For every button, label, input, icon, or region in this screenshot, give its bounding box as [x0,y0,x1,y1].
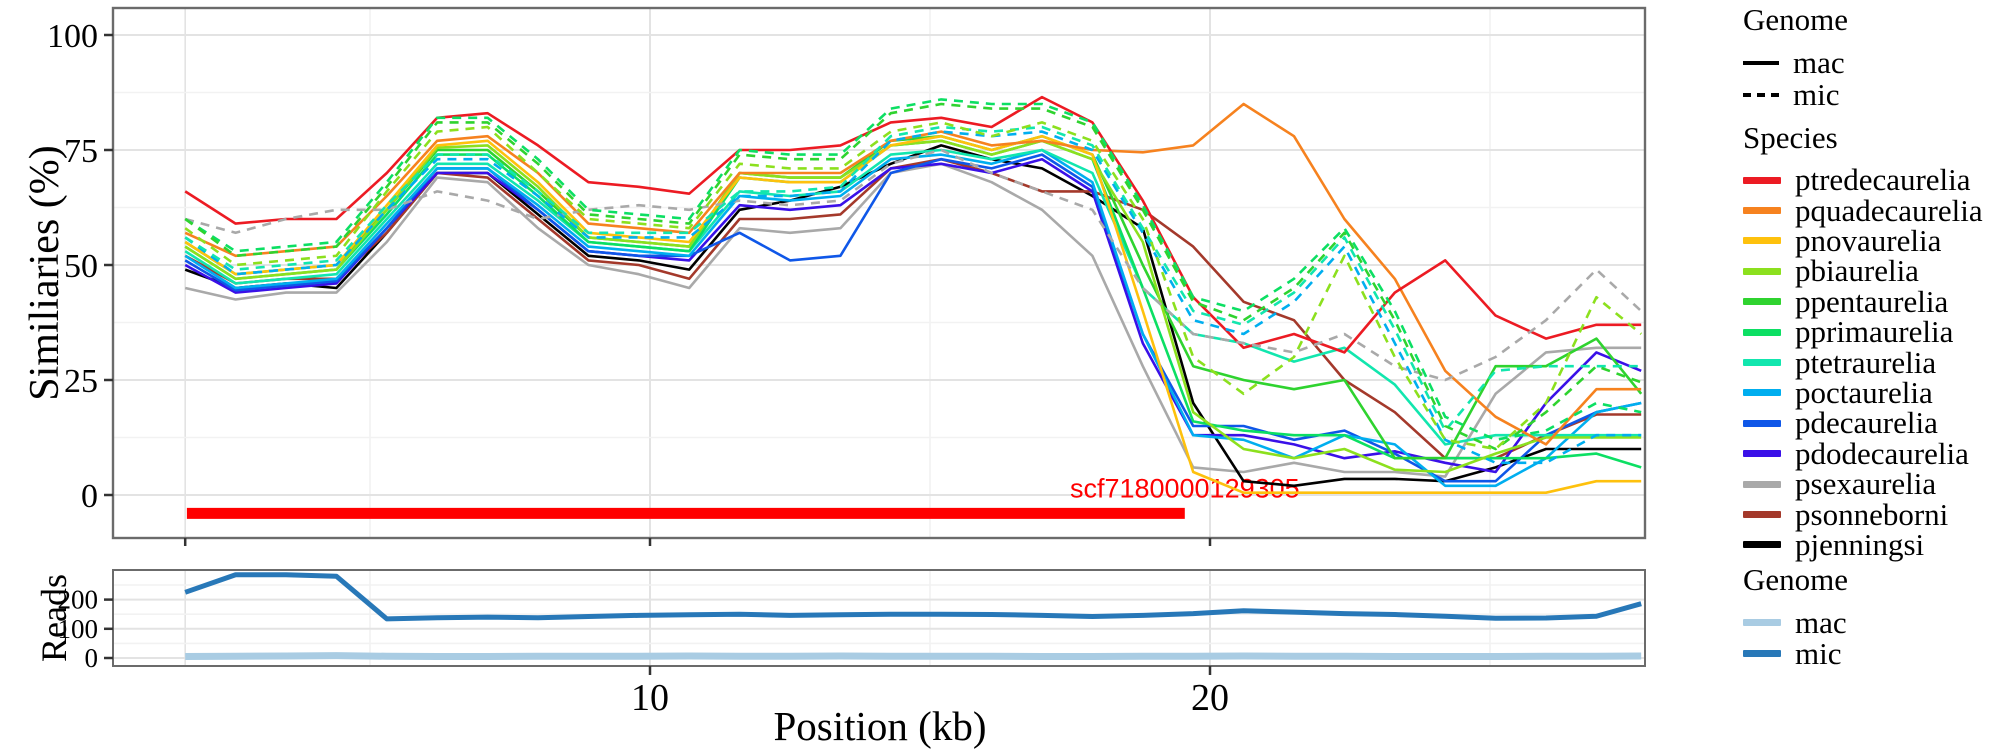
legend-label: ptetraurelia [1795,344,1937,380]
legend-label: pdodecaurelia [1795,435,1969,471]
legend-label: pdecaurelia [1795,405,1938,441]
legend-item-ptredecaurelia: ptredecaurelia [1743,162,1983,198]
y-axis-title-similarity: Similiaries (%) [22,145,68,401]
series-line-poctaurelia-mic [184,130,1642,465]
legend-label: ppentaurelia [1795,283,1949,319]
legend-label: mac [1793,45,1845,80]
legend-key-pdecaurelia [1743,419,1781,427]
x-axis-title: Position (kb) [773,703,987,749]
legend-item-pdodecaurelia: pdodecaurelia [1743,435,1983,471]
x-tick-label: 20 [1191,677,1229,719]
legend-key-pjenningsi [1743,541,1781,549]
legend-key-psexaurelia [1743,480,1781,488]
legend-key-mac [1743,61,1779,65]
legend-label: pprimaurelia [1795,314,1954,350]
legend-label: mic [1793,77,1840,112]
reads-line-mic [184,572,1642,622]
legend-label: poctaurelia [1795,374,1933,410]
legend-genome-reads-title: Genome [1743,562,1849,597]
legend-species-items: ptredecaurelia pquadecaurelia pnovaurelia p… [1743,162,1983,562]
series-line-psexaurelia-mac [184,162,1642,478]
legend-genome-linetype: Genome mac mic [1743,2,1849,112]
legend-item-psonneborni: psonneborni [1743,497,1983,532]
legend-item-ppentaurelia: ppentaurelia [1743,283,1983,319]
legend-item-pbiaurelia: pbiaurelia [1743,253,1983,289]
legend-key-pbiaurelia [1743,267,1781,275]
legend-label: ptredecaurelia [1795,162,1971,198]
reads-panel-border [112,569,1646,667]
legend-item-ptetraurelia: ptetraurelia [1743,345,1983,380]
legend-key-pdodecaurelia [1743,450,1781,458]
y-tick-label-reads: 100 [58,614,99,644]
legend-genome-reads-items: mac mic [1743,604,1848,671]
legend-item-mic: mic [1743,77,1848,112]
legend-key-mic [1743,650,1781,657]
scaffold-label: scf7180000129305 [1070,473,1300,503]
legend-item-mic: mic [1743,635,1848,671]
legend-item-poctaurelia: poctaurelia [1743,374,1983,410]
legend-genome-reads: Genome mac mic [1743,562,1849,671]
legend-item-mac: mac [1743,604,1848,640]
legend-item-mac: mac [1743,45,1848,80]
x-tick-label: 10 [631,677,669,719]
legend-key-psonneborni [1743,510,1781,518]
y-tick-label-main: 50 [64,248,98,285]
legend-species-title: Species [1743,120,1838,155]
legend-label: mic [1795,635,1842,671]
y-tick-label-reads: 0 [85,643,99,673]
main-panel-border [111,6,1647,540]
legend-genome-items: mac mic [1743,45,1848,112]
legend-genome-title: Genome [1743,2,1849,37]
y-tick-label-main: 25 [64,363,98,400]
legend-key-pquadecaurelia [1743,207,1781,215]
y-tick-label-main: 0 [81,478,98,515]
y-tick-label-main: 100 [47,18,98,55]
y-axis-title-reads: Reads [34,574,74,662]
legend-key-ptredecaurelia [1743,176,1781,184]
legend-label: pquadecaurelia [1795,192,1983,228]
series-line-pnovaurelia-mac [184,134,1642,495]
reads-line-mac [185,652,1642,661]
legend-key-pprimaurelia [1743,328,1781,336]
legend-key-ptetraurelia [1743,359,1781,367]
legend-item-pdecaurelia: pdecaurelia [1743,405,1983,441]
series-line-pbiaurelia-mic [184,121,1643,451]
legend-key-pnovaurelia [1743,237,1781,245]
series-line-ppentaurelia-mic [184,102,1642,451]
legend-label: mac [1795,604,1847,640]
legend-item-pquadecaurelia: pquadecaurelia [1743,193,1983,228]
legend-key-ppentaurelia [1743,298,1781,306]
legend-label: psonneborni [1795,496,1949,532]
legend-label: pbiaurelia [1795,253,1919,289]
y-tick-label-reads: 200 [58,585,99,615]
series-line-pbiaurelia-mac [184,139,1642,474]
series-line-pprimaurelia-mic [184,98,1642,442]
legend-label: pnovaurelia [1795,222,1942,258]
series-line-ptetraurelia-mic [184,125,1642,432]
legend-species: Species ptredecaurelia pquadecaurelia pnov… [1743,120,1983,562]
legend-item-pnovaurelia: pnovaurelia [1743,222,1983,258]
legend-key-mic [1743,93,1779,97]
legend-item-psexaurelia: psexaurelia [1743,466,1983,502]
legend-item-pprimaurelia: pprimaurelia [1743,314,1983,350]
legend-label: pjenningsi [1795,526,1925,562]
y-tick-label-main: 75 [64,133,98,170]
legend-item-pjenningsi: pjenningsi [1743,526,1983,562]
legend-label: psexaurelia [1795,466,1937,502]
legend-key-poctaurelia [1743,389,1781,397]
series-line-ptetraurelia-mac [184,148,1642,446]
legend-key-mac [1743,619,1781,626]
